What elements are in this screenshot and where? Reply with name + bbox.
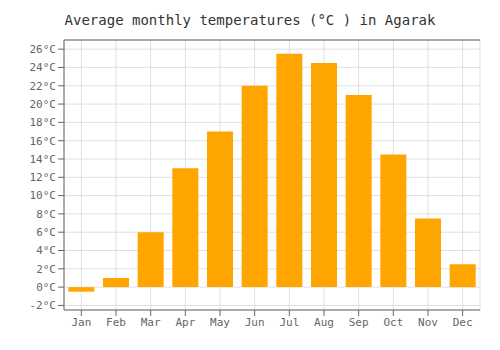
svg-text:14°C: 14°C <box>30 153 57 166</box>
svg-text:20°C: 20°C <box>30 98 57 111</box>
svg-text:Oct: Oct <box>383 316 403 329</box>
svg-text:0°C: 0°C <box>36 281 56 294</box>
html-text:Average monthly temperatures (: Average monthly temperatures (°C ) in Ag… <box>64 12 436 28</box>
svg-text:8°C: 8°C <box>36 208 56 221</box>
svg-text:6°C: 6°C <box>36 226 56 239</box>
svg-text:Nov: Nov <box>418 316 438 329</box>
svg-text:May: May <box>210 316 230 329</box>
svg-text:12°C: 12°C <box>30 171 57 184</box>
svg-text:Feb: Feb <box>106 316 126 329</box>
svg-text:22°C: 22°C <box>30 80 57 93</box>
svg-text:4°C: 4°C <box>36 244 56 257</box>
svg-text:16°C: 16°C <box>30 135 57 148</box>
svg-text:2°C: 2°C <box>36 263 56 276</box>
svg-text:Jul: Jul <box>279 316 299 329</box>
svg-text:Sep: Sep <box>349 316 369 329</box>
svg-text:10°C: 10°C <box>30 189 57 202</box>
svg-text:Jan: Jan <box>71 316 91 329</box>
svg-text:26°C: 26°C <box>30 43 57 56</box>
svg-text:Mar: Mar <box>141 316 161 329</box>
svg-text:Aug: Aug <box>314 316 334 329</box>
svg-text:Dec: Dec <box>453 316 473 329</box>
svg-text:Jun: Jun <box>245 316 265 329</box>
svg-text:18°C: 18°C <box>30 116 57 129</box>
svg-text:24°C: 24°C <box>30 61 57 74</box>
svg-text:-2°C: -2°C <box>30 299 57 312</box>
svg-text:Apr: Apr <box>175 316 195 329</box>
